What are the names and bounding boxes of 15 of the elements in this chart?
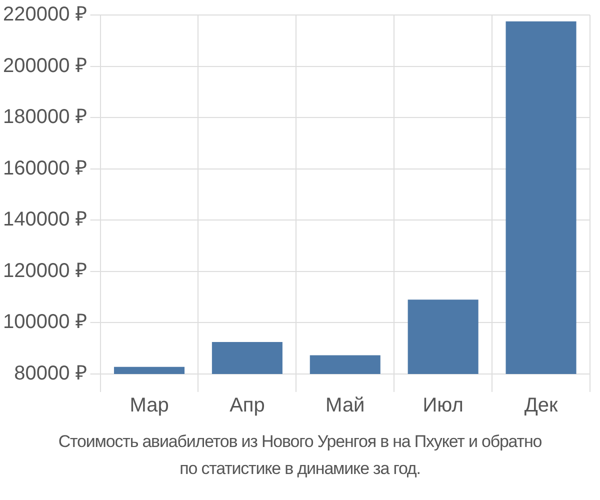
y-tick-label: 80000 ₽ [14, 362, 88, 385]
x-tick-label: Июл [422, 394, 464, 417]
x-tick-label: Дек [524, 394, 558, 417]
text: по статистике в динамике за год. [178, 458, 422, 480]
x-tick-label: Мар [130, 394, 169, 417]
y-tick-label: 200000 ₽ [3, 54, 88, 77]
y-tick-label: 120000 ₽ [3, 260, 88, 282]
y-tick-label: 220000 ₽ [3, 4, 88, 26]
y-tick-label: 140000 ₽ [3, 208, 88, 231]
y-tick-label: 160000 ₽ [3, 157, 88, 180]
x-tick-label: Апр [230, 394, 265, 417]
y-tick-label: 100000 ₽ [3, 311, 88, 334]
x-tick-label: Май [326, 394, 365, 417]
text: Стоимость авиабилетов из Нового Уренгоя в на Пхукет и обратно [57, 431, 543, 453]
y-tick-label: 180000 ₽ [3, 106, 88, 128]
